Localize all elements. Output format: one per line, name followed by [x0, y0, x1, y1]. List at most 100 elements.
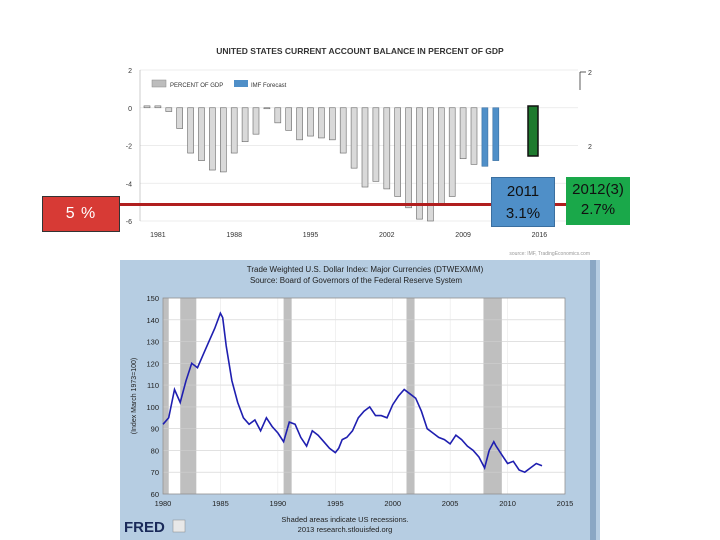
top-chart-bars — [143, 105, 500, 222]
callout-2011: 2011 3.1% — [491, 177, 555, 227]
current-account-bar — [318, 107, 325, 139]
legend-label-percent: PERCENT OF GDP — [170, 83, 223, 89]
dollar-y-tick-label: 150 — [146, 294, 159, 303]
dollar-x-tick-label: 2005 — [442, 499, 459, 508]
dollar-x-tick-label: 1995 — [327, 499, 344, 508]
callout-2011-year: 2011 — [506, 183, 540, 200]
forecast-highlight-box — [527, 105, 539, 157]
top-chart-title: UNITED STATES CURRENT ACCOUNT BALANCE IN… — [216, 46, 504, 56]
top-x-tick-label: 2002 — [379, 232, 395, 239]
legend-swatch-percent — [151, 79, 167, 88]
current-account-bar — [350, 107, 358, 169]
forecast-bar — [492, 107, 500, 161]
top-right-tick-label: 2 — [588, 70, 592, 77]
recession-band — [163, 298, 169, 494]
callout-five-percent-text: 5 % — [65, 205, 97, 222]
dollar-y-tick-label: 120 — [146, 359, 159, 368]
top-y-tick-label: -2 — [126, 144, 132, 151]
recession-band — [483, 298, 502, 494]
dollar-recession-bands — [163, 298, 502, 494]
top-x-tick-label: 1988 — [226, 232, 242, 239]
top-chart-legend: PERCENT OF GDP IMF Forecast — [151, 79, 287, 89]
forecast-bar — [481, 107, 489, 167]
current-account-bar — [165, 107, 173, 112]
dollar-x-tick-label: 2000 — [384, 499, 401, 508]
threshold-red-line — [118, 203, 630, 206]
dollar-x-tick-label: 2010 — [499, 499, 516, 508]
current-account-bar — [198, 107, 205, 161]
dollar-ylabel: (Index March 1973=100) — [131, 358, 138, 434]
dollar-chart-subtitle: Source: Board of Governors of the Federa… — [250, 276, 462, 285]
dollar-x-tick-label: 2015 — [557, 499, 574, 508]
current-account-bar — [459, 107, 467, 160]
dollar-footer-line-1: Shaded areas indicate US recessions. — [281, 515, 408, 524]
callout-five-percent: 5 % — [42, 196, 120, 232]
current-account-bar — [328, 107, 336, 141]
dollar-index-line — [162, 311, 543, 474]
top-y-tick-label: -6 — [126, 219, 132, 226]
dollar-plot-border — [162, 297, 566, 495]
current-account-bar — [143, 105, 151, 109]
current-account-bar — [285, 107, 293, 131]
callout-2012-value: 2.7% — [580, 201, 616, 218]
callout-2012: 2012(3) 2.7% — [566, 177, 630, 225]
current-account-bar — [383, 107, 391, 190]
current-account-bar — [416, 107, 423, 220]
dollar-y-tick-label: 140 — [146, 316, 159, 325]
current-account-bar — [209, 107, 216, 171]
callout-2012-year: 2012(3) — [572, 181, 624, 198]
current-account-bar — [176, 107, 183, 129]
dollar-y-tick-label: 90 — [151, 425, 159, 434]
current-account-bar — [241, 107, 249, 143]
current-account-bar — [263, 107, 271, 110]
fred-logo: FRED — [124, 519, 165, 536]
recession-band — [283, 298, 292, 494]
current-account-bar — [252, 107, 260, 135]
dollar-y-tick-label: 100 — [146, 403, 159, 412]
top-chart-source: source: IMF, TradingEconomics.com — [509, 251, 590, 257]
top-y-tick-label: 0 — [128, 106, 132, 113]
legend-label-forecast: IMF Forecast — [251, 83, 287, 89]
current-account-bar — [230, 107, 238, 154]
dollar-x-tick-label: 1990 — [270, 499, 287, 508]
dollar-y-tick-label: 60 — [151, 490, 159, 499]
top-right-tick-label: 2 — [588, 144, 592, 151]
current-account-bar — [470, 107, 478, 165]
top-x-tick-label: 1981 — [150, 232, 166, 239]
dollar-y-tick-label: 70 — [151, 468, 159, 477]
current-account-bar — [394, 107, 402, 197]
current-account-bar — [307, 107, 314, 137]
recession-band — [180, 298, 197, 494]
dollar-y-tick-label: 110 — [147, 381, 159, 390]
top-x-tick-label: 2009 — [455, 232, 471, 239]
legend-swatch-forecast — [234, 80, 248, 87]
current-account-bar — [372, 107, 380, 182]
dollar-x-tick-label: 1985 — [212, 499, 229, 508]
top-chart-axes: 2 0 -2 -4 -6 2 2 1981 1988 1995 2002 2009 2016 — [126, 68, 592, 239]
dollar-panel-edge — [590, 260, 596, 540]
current-account-bar — [339, 107, 347, 154]
dollar-chart-title: Trade Weighted U.S. Dollar Index: Major … — [247, 265, 484, 274]
current-account-bar — [220, 107, 227, 173]
dollar-x-tick-label: 1980 — [155, 499, 172, 508]
current-account-bar — [361, 107, 369, 188]
current-account-bar — [274, 107, 282, 124]
current-account-bar — [296, 107, 303, 141]
top-x-tick-label: 1995 — [303, 232, 319, 239]
top-y-tick-label: -4 — [126, 181, 132, 188]
callout-2011-value: 3.1% — [505, 205, 541, 222]
current-account-bar — [187, 107, 194, 154]
current-account-bar — [405, 107, 412, 209]
top-y-tick-label: 2 — [128, 68, 132, 75]
dollar-footer-line-2: 2013 research.stlouisfed.org — [298, 525, 393, 534]
top-x-tick-label: 2016 — [532, 232, 548, 239]
current-account-bar — [154, 105, 162, 109]
fred-logo-graphic — [172, 519, 186, 533]
recession-band — [406, 298, 415, 494]
current-account-bar — [448, 107, 456, 197]
dollar-y-tick-label: 80 — [151, 446, 159, 455]
dollar-y-tick-label: 130 — [146, 338, 159, 347]
current-account-bar — [427, 107, 434, 222]
